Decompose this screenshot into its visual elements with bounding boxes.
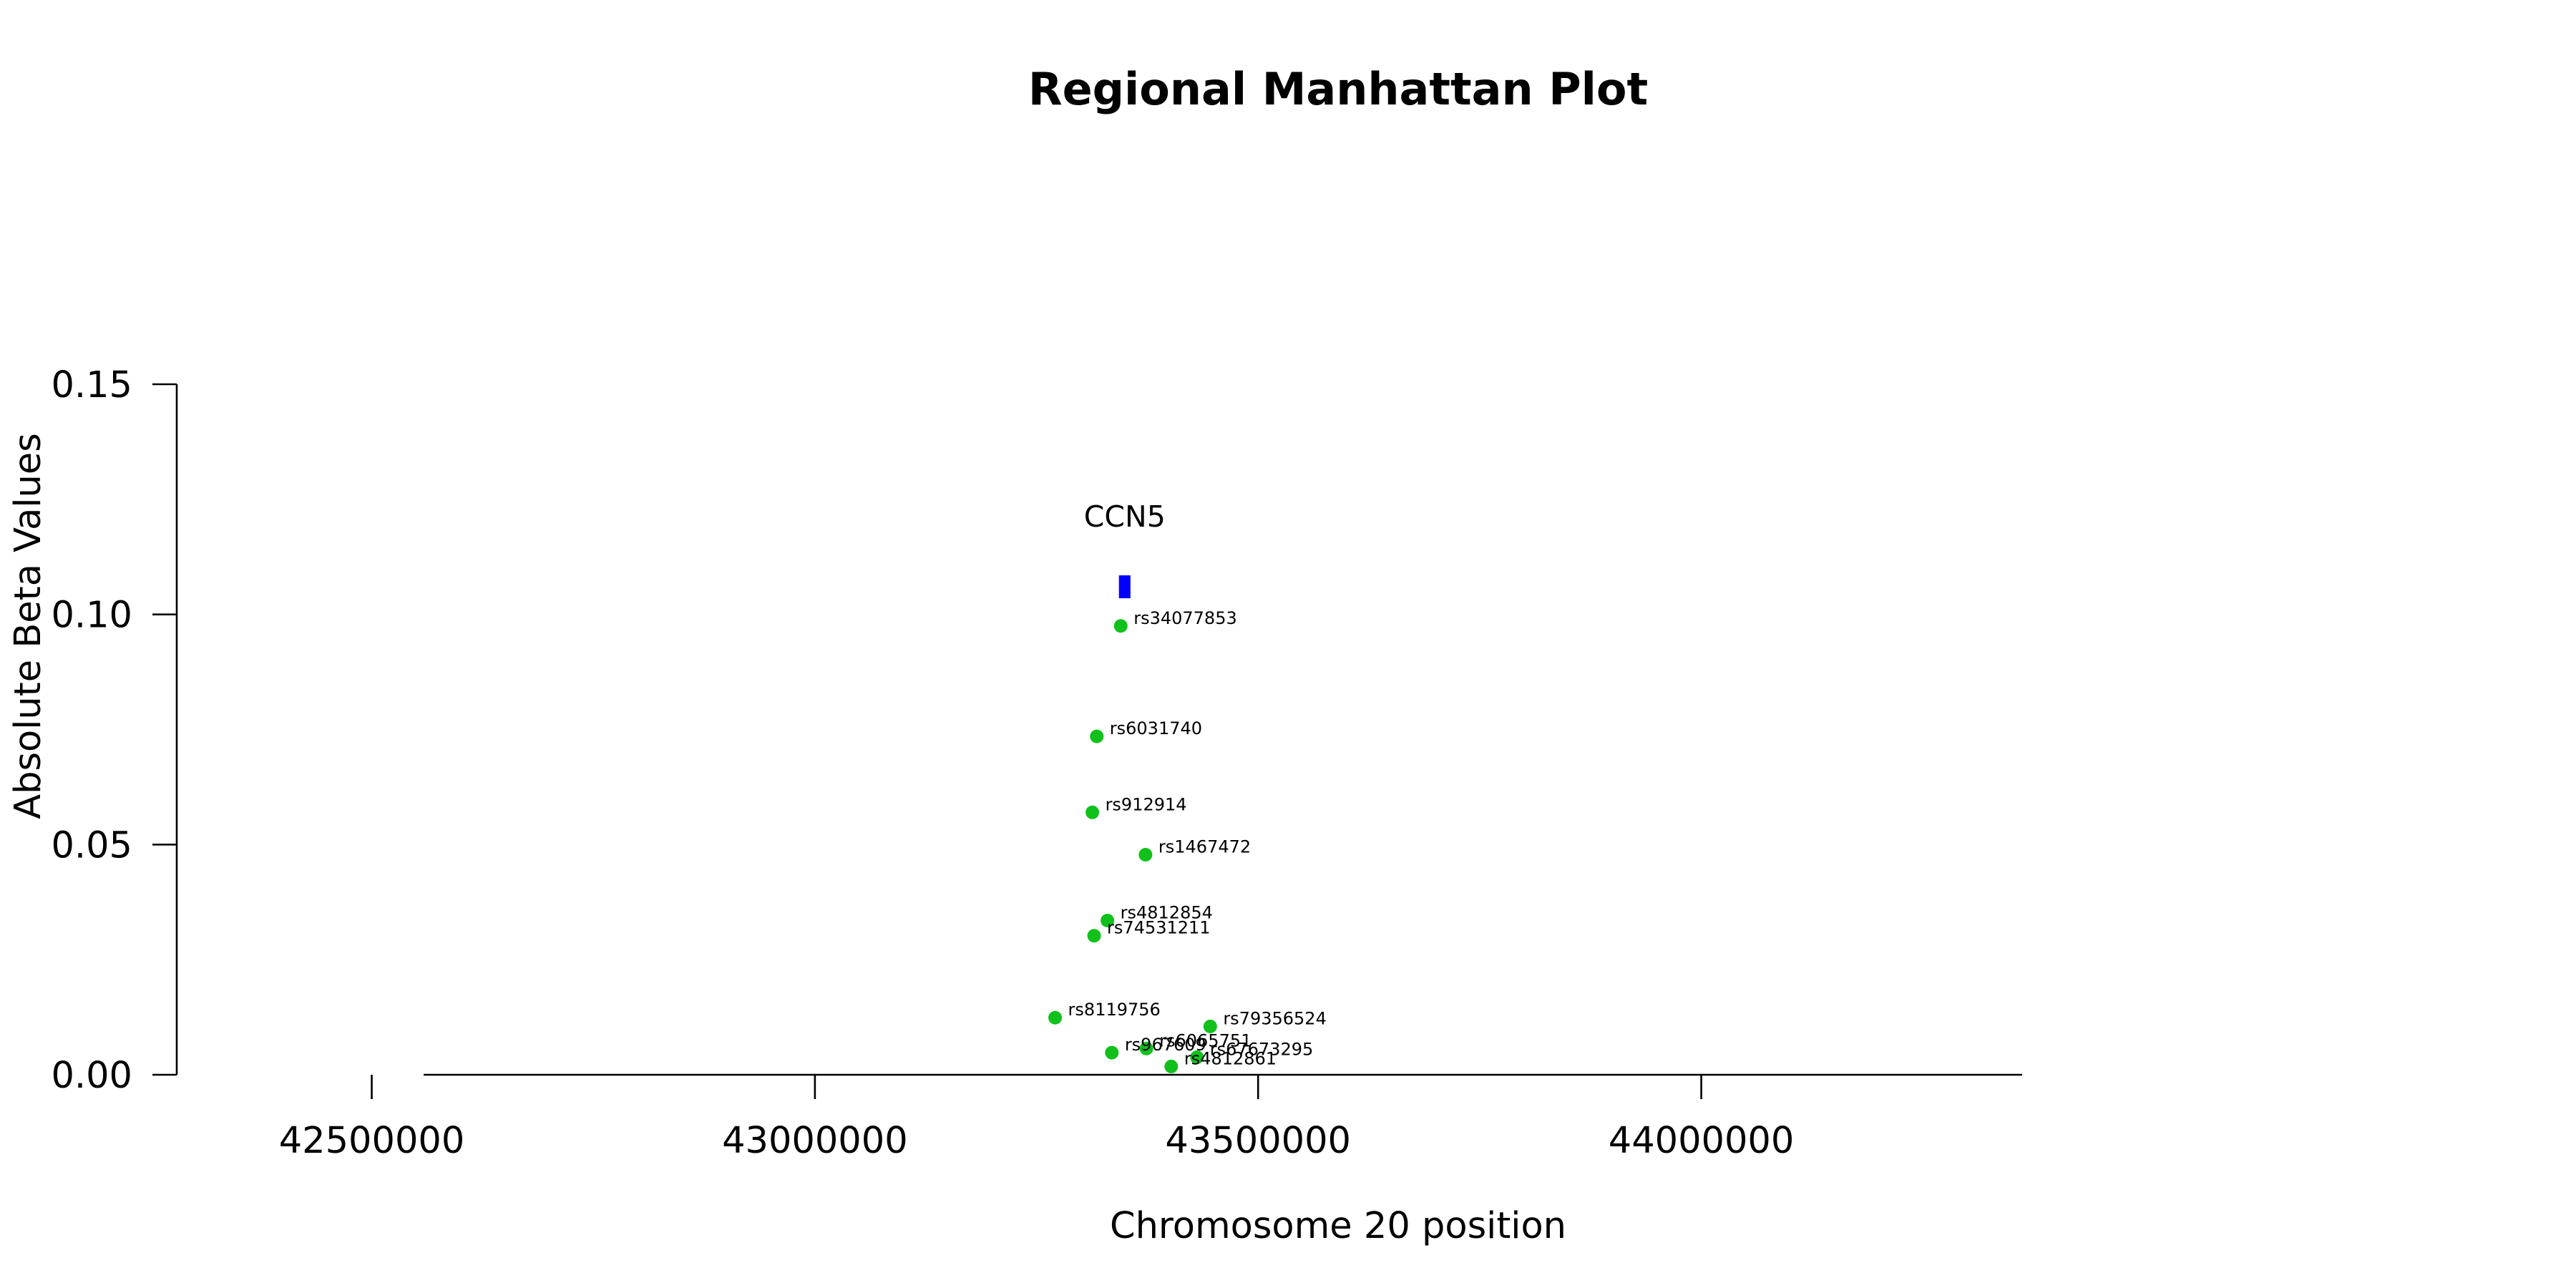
y-axis-label: Absolute Beta Values	[7, 433, 49, 819]
snp-point	[1190, 1050, 1204, 1065]
snp-label: rs67673295	[1210, 1040, 1314, 1060]
snp-point	[1164, 1059, 1179, 1073]
snp-point	[1113, 619, 1128, 633]
snp-point	[1203, 1019, 1217, 1033]
snp-label: rs1467472	[1158, 836, 1251, 857]
snp-point	[1090, 729, 1104, 743]
snp-point	[1048, 1010, 1063, 1025]
gene-track: CCN5	[1084, 499, 1166, 599]
snp-point	[1105, 1045, 1119, 1060]
snp-point	[1101, 913, 1115, 927]
snp-point	[1087, 929, 1101, 943]
snp-label: rs912914	[1106, 794, 1187, 814]
snp-point	[1138, 847, 1153, 862]
gene-label: CCN5	[1084, 499, 1166, 534]
x-tick-label: 43000000	[722, 1120, 908, 1162]
y-tick-label: 0.15	[51, 364, 132, 406]
snp-label: rs4812861	[1184, 1048, 1277, 1068]
snp-point	[1139, 1041, 1153, 1055]
y-tick-label: 0.10	[51, 595, 132, 637]
snp-label: rs6065751	[1159, 1030, 1252, 1050]
snp-label: rs34077853	[1133, 608, 1237, 628]
snp-label: rs967609	[1125, 1035, 1206, 1055]
gene-block	[1118, 575, 1131, 599]
x-axis-label: Chromosome 20 position	[1110, 1205, 1566, 1247]
y-tick-label: 0.05	[51, 824, 132, 867]
x-tick-label: 44000000	[1609, 1120, 1795, 1162]
snp-label: rs4812854	[1121, 902, 1213, 922]
chart-title: Regional Manhattan Plot	[1028, 63, 1648, 115]
snp-label: rs79356524	[1223, 1008, 1327, 1028]
x-tick-label: 42500000	[279, 1120, 465, 1162]
snp-point	[1085, 805, 1100, 819]
y-axis: 0.00 0.05 0.10 0.15	[51, 364, 178, 1097]
snp-label: rs6031740	[1110, 718, 1202, 738]
x-tick-label: 43500000	[1165, 1120, 1351, 1162]
y-tick-label: 0.00	[51, 1055, 132, 1097]
snp-label: rs8119756	[1068, 1000, 1161, 1020]
snp-label: rs74531211	[1107, 918, 1211, 938]
x-axis: 42500000 43000000 43500000 44000000	[279, 1073, 2022, 1162]
snp-points: rs34077853 rs6031740 rs912914 rs1467472 rs48…	[1048, 608, 1327, 1073]
